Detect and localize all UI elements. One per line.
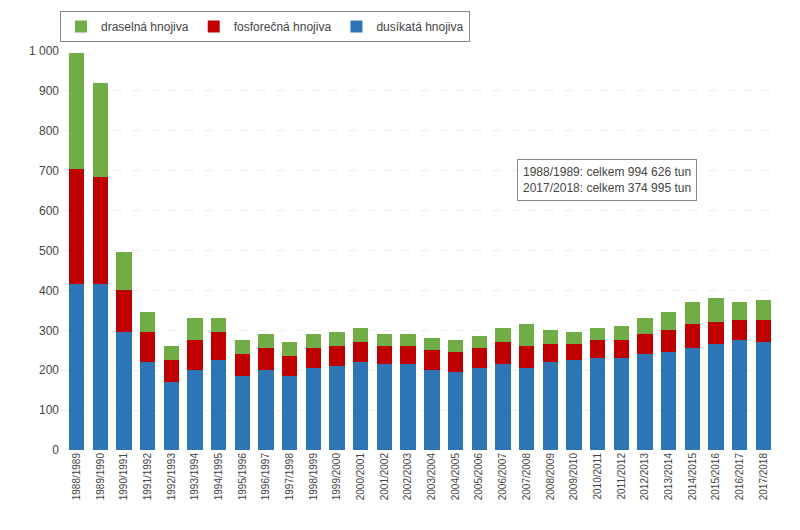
svg-text:2004/2005: 2004/2005 xyxy=(450,453,461,501)
svg-text:dusíkatá hnojiva: dusíkatá hnojiva xyxy=(376,20,463,34)
svg-text:2014/2015: 2014/2015 xyxy=(687,453,698,501)
svg-text:0: 0 xyxy=(52,443,59,457)
svg-text:2015/2016: 2015/2016 xyxy=(710,453,721,501)
svg-text:draselná hnojiva: draselná hnojiva xyxy=(101,20,189,34)
svg-text:1999/2000: 1999/2000 xyxy=(331,453,342,501)
svg-text:1992/1993: 1992/1993 xyxy=(166,453,177,501)
svg-text:fosforečná hnojiva: fosforečná hnojiva xyxy=(234,20,332,34)
svg-text:1988/1989: 1988/1989 xyxy=(71,453,82,501)
svg-text:1994/1995: 1994/1995 xyxy=(213,453,224,501)
svg-text:2012/2013: 2012/2013 xyxy=(639,453,650,501)
svg-text:400: 400 xyxy=(39,284,59,298)
svg-text:2002/2003: 2002/2003 xyxy=(402,453,413,501)
svg-text:1995/1996: 1995/1996 xyxy=(237,453,248,501)
svg-text:2003/2004: 2003/2004 xyxy=(426,453,437,501)
svg-text:1998/1999: 1998/1999 xyxy=(308,453,319,501)
svg-text:600: 600 xyxy=(39,204,59,218)
svg-text:1989/1990: 1989/1990 xyxy=(95,453,106,501)
svg-text:2011/2012: 2011/2012 xyxy=(616,453,627,500)
svg-text:2013/2014: 2013/2014 xyxy=(663,453,674,501)
svg-text:2000/2001: 2000/2001 xyxy=(355,453,366,501)
svg-text:2017/2018: 2017/2018 xyxy=(758,453,769,501)
svg-text:1988/1989: celkem 994 626 tun2: 1988/1989: celkem 994 626 tun2017/2018: … xyxy=(523,165,691,195)
svg-text:2007/2008: 2007/2008 xyxy=(521,453,532,501)
svg-text:2016/2017: 2016/2017 xyxy=(734,453,745,501)
svg-text:800: 800 xyxy=(39,124,59,138)
svg-text:300: 300 xyxy=(39,324,59,338)
svg-text:1 000: 1 000 xyxy=(29,44,59,58)
svg-text:500: 500 xyxy=(39,244,59,258)
svg-text:2006/2007: 2006/2007 xyxy=(497,453,508,501)
svg-text:1990/1991: 1990/1991 xyxy=(118,453,129,501)
svg-text:2008/2009: 2008/2009 xyxy=(545,453,556,501)
svg-text:1991/1992: 1991/1992 xyxy=(142,453,153,501)
svg-text:2010/2011: 2010/2011 xyxy=(592,453,603,500)
svg-text:900: 900 xyxy=(39,84,59,98)
svg-text:2005/2006: 2005/2006 xyxy=(473,453,484,501)
svg-text:700: 700 xyxy=(39,164,59,178)
svg-text:1993/1994: 1993/1994 xyxy=(189,453,200,501)
svg-text:1996/1997: 1996/1997 xyxy=(260,453,271,501)
svg-text:100: 100 xyxy=(39,403,59,417)
svg-text:2001/2002: 2001/2002 xyxy=(379,453,390,501)
svg-text:200: 200 xyxy=(39,363,59,377)
svg-text:2009/2010: 2009/2010 xyxy=(568,453,579,501)
svg-text:1997/1998: 1997/1998 xyxy=(284,453,295,501)
